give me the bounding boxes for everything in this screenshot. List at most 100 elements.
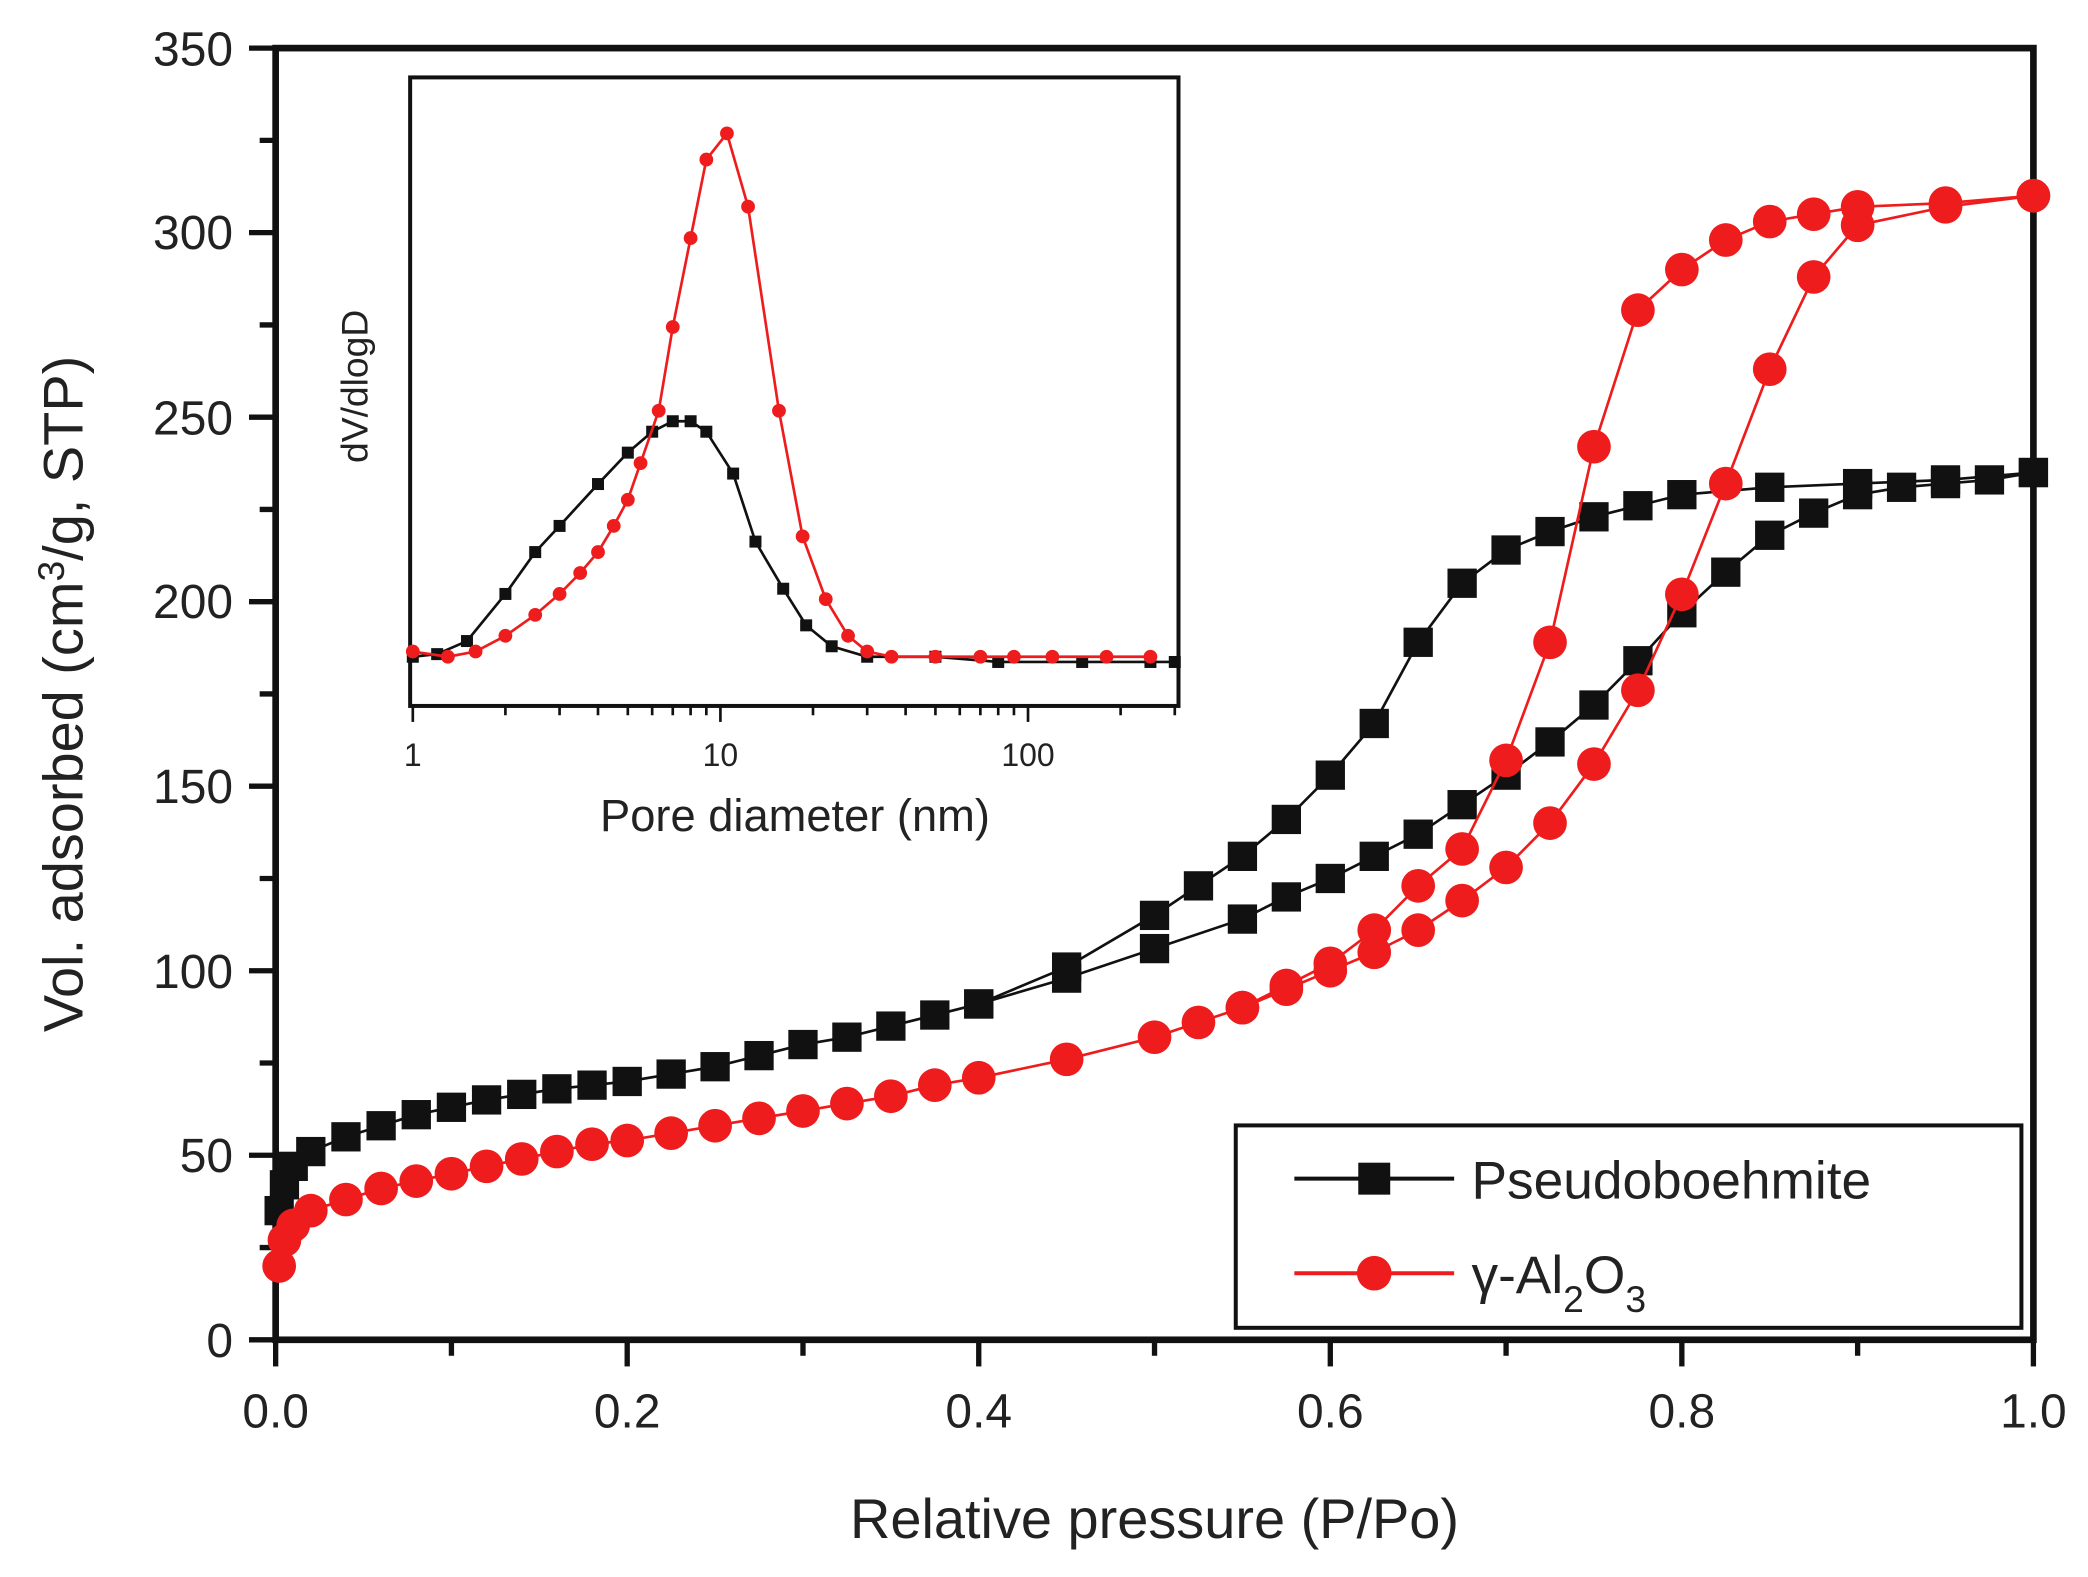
- data-point-circle: [2016, 178, 2051, 213]
- data-point-circle: [1401, 913, 1436, 947]
- legend: Pseudoboehmite γ-Al2O3: [1233, 1123, 2024, 1330]
- data-point-square: [700, 1052, 730, 1082]
- y-tick-label: 100: [153, 946, 233, 999]
- data-point-square: [1227, 841, 1258, 871]
- y-tick-label: 0: [206, 1315, 233, 1368]
- data-point-square: [684, 415, 697, 428]
- data-point-circle: [795, 529, 810, 544]
- data-point-circle: [528, 607, 543, 622]
- data-point-circle: [1007, 649, 1021, 664]
- data-point-circle: [1313, 946, 1348, 981]
- inset-series: [405, 126, 1181, 668]
- data-point-circle: [262, 1249, 297, 1283]
- x-tick-label: 0.8: [1649, 1386, 1716, 1439]
- data-point-circle: [698, 1108, 732, 1143]
- data-point-circle: [606, 519, 621, 533]
- data-point-square: [1183, 871, 1214, 901]
- legend-square-marker: [1358, 1162, 1391, 1195]
- data-point-square: [1491, 535, 1521, 565]
- data-point-circle: [841, 628, 855, 643]
- main-series: [262, 178, 2051, 1283]
- data-point-circle: [742, 1101, 776, 1136]
- legend-label-al2o3: γ-Al2O3: [1471, 1246, 1646, 1320]
- x-tick-label: 0.6: [1297, 1386, 1364, 1439]
- data-point-square: [1711, 557, 1741, 587]
- data-point-square: [1930, 465, 1961, 495]
- data-point-circle: [1577, 429, 1611, 464]
- data-point-circle: [1621, 673, 1655, 708]
- data-point-square: [832, 1022, 862, 1052]
- data-point-square: [1139, 933, 1170, 964]
- data-point-circle: [440, 649, 455, 664]
- data-point-square: [529, 546, 542, 559]
- data-point-circle: [884, 649, 899, 664]
- data-point-square: [1315, 863, 1345, 894]
- data-point-circle: [1796, 197, 1831, 232]
- data-point-circle: [591, 545, 605, 559]
- data-point-circle: [468, 644, 483, 659]
- data-point-square: [1447, 568, 1477, 598]
- y-tick-label: 50: [180, 1130, 233, 1183]
- data-point-circle: [818, 592, 833, 607]
- data-point-circle: [860, 644, 875, 659]
- data-point-square: [1579, 690, 1609, 720]
- inset-plot-frame: [408, 75, 1181, 708]
- data-point-square: [1403, 819, 1433, 849]
- data-point-square: [992, 655, 1005, 668]
- x-tick-label: 0.0: [242, 1386, 309, 1439]
- data-point-square: [471, 1085, 502, 1115]
- y-axis-label: Vol. adsorbed (cm3/g, STP): [30, 356, 95, 1032]
- data-point-circle: [651, 403, 666, 418]
- data-point-square: [542, 1074, 572, 1104]
- data-point-circle: [928, 649, 943, 664]
- data-point-circle: [1357, 913, 1392, 947]
- data-point-square: [553, 519, 566, 532]
- data-point-square: [1974, 465, 2005, 495]
- data-point-circle: [364, 1171, 398, 1206]
- data-point-square: [1168, 655, 1181, 668]
- data-point-square: [1447, 790, 1477, 820]
- data-point-square: [700, 425, 713, 438]
- data-point-square: [1755, 520, 1785, 550]
- x-axis-label: Relative pressure (P/Po): [850, 1487, 1459, 1550]
- data-point-square: [777, 582, 790, 595]
- y-tick-label: 200: [153, 576, 233, 629]
- data-point-square: [1359, 841, 1389, 871]
- data-point-circle: [1928, 186, 1963, 220]
- x-tick-label: 0.2: [594, 1386, 661, 1439]
- data-point-square: [1623, 491, 1653, 521]
- data-point-circle: [874, 1079, 908, 1114]
- data-point-circle: [1489, 743, 1523, 778]
- data-point-circle: [329, 1182, 363, 1217]
- data-point-square: [2018, 457, 2049, 488]
- data-point-circle: [1796, 260, 1831, 294]
- data-point-square: [460, 635, 473, 648]
- data-point-circle: [1752, 352, 1787, 387]
- y-tick-label: 250: [153, 392, 233, 445]
- data-point-square: [1403, 627, 1433, 657]
- data-point-circle: [961, 1060, 996, 1095]
- data-point-square: [1315, 760, 1345, 790]
- data-point-square: [1535, 516, 1565, 547]
- data-point-circle: [620, 492, 635, 507]
- data-point-circle: [399, 1164, 434, 1198]
- data-point-square: [1535, 727, 1565, 757]
- data-point-circle: [1099, 649, 1114, 664]
- data-point-square: [507, 1079, 537, 1110]
- y-tick-label: 350: [153, 23, 233, 76]
- data-point-square: [800, 619, 813, 632]
- data-point-circle: [405, 644, 420, 659]
- data-point-square: [1271, 882, 1302, 912]
- data-point-circle: [1489, 850, 1523, 885]
- data-point-circle: [720, 126, 734, 141]
- data-point-circle: [1401, 869, 1436, 903]
- data-point-circle: [552, 587, 567, 601]
- data-point-square: [1076, 655, 1089, 668]
- data-point-circle: [293, 1193, 328, 1228]
- data-point-square: [366, 1111, 396, 1141]
- inset-x-tick-label: 10: [703, 737, 739, 773]
- data-point-circle: [610, 1123, 645, 1158]
- legend-label-pseudoboehmite: Pseudoboehmite: [1471, 1152, 1871, 1211]
- data-point-square: [1271, 804, 1302, 835]
